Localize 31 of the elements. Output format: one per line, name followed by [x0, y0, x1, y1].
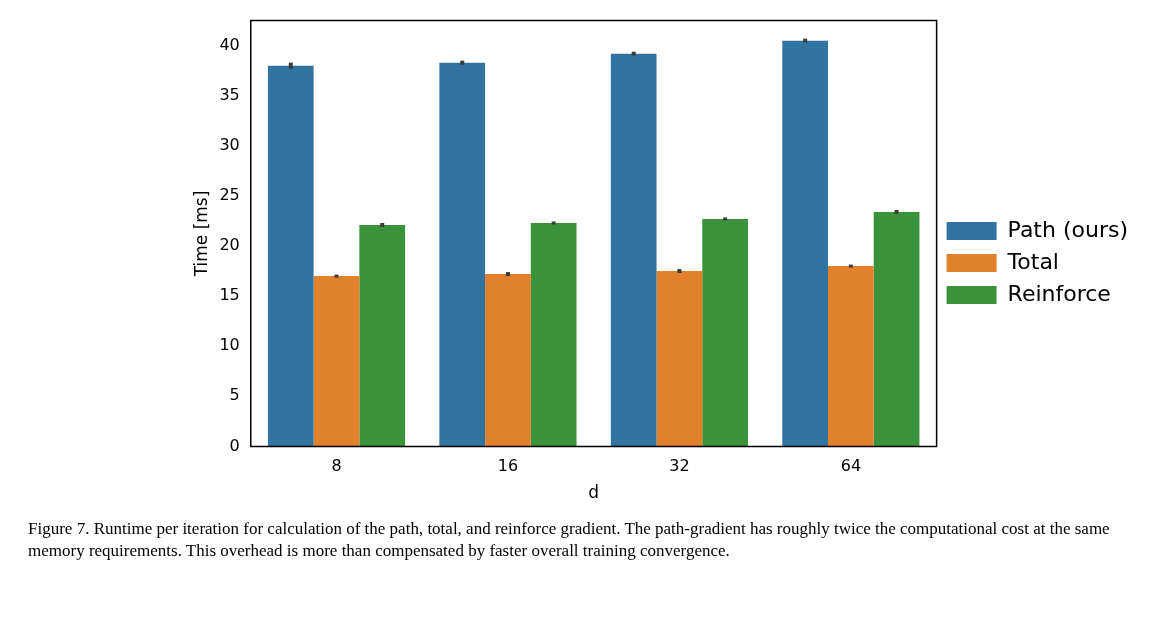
caption: Figure 7. Runtime per iteration for calculation of the path, total, and reinforce gradient. The path-gradient has roughly twice the computational cost at the same memory requirements. This overhead is more than compensated by faster overall training convergence. [27, 518, 1111, 563]
bar [267, 65, 314, 447]
y-tick-label: 30 [219, 134, 240, 154]
legend-label: Total [1006, 248, 1059, 274]
y-tick-label: 5 [229, 385, 240, 405]
bar [828, 266, 874, 447]
y-axis-title: Time [ms] [190, 190, 211, 278]
bar [439, 62, 486, 447]
bar [313, 276, 360, 447]
legend-label: Reinforce [1007, 280, 1111, 306]
x-tick-label: 32 [669, 456, 690, 476]
y-tick-label: 25 [219, 185, 240, 205]
bar [782, 40, 829, 447]
bar [702, 218, 748, 447]
x-tick-label: 64 [840, 456, 862, 476]
bar [530, 222, 577, 447]
bar [873, 211, 920, 447]
y-tick-label: 0 [229, 435, 240, 455]
x-tick-label: 16 [497, 456, 519, 476]
y-tick-label: 10 [219, 335, 240, 355]
y-tick-label: 20 [219, 235, 240, 255]
x-tick-label: 8 [331, 456, 342, 476]
bar [656, 271, 703, 447]
x-axis-title: d [588, 482, 600, 503]
bar [610, 53, 657, 447]
legend-label: Path (ours) [1007, 216, 1129, 242]
y-tick-label: 40 [219, 34, 240, 54]
bar [359, 224, 406, 447]
bar [485, 274, 531, 447]
y-tick-label: 15 [219, 285, 240, 305]
y-tick-label: 35 [219, 84, 240, 104]
